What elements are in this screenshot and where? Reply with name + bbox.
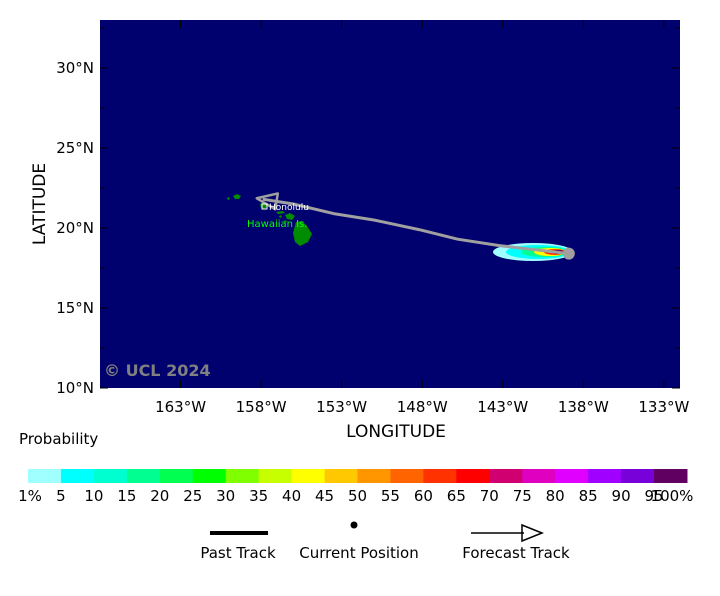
lon-tick-label: 138°W	[558, 398, 609, 416]
island-lanai	[279, 215, 282, 218]
colorbar-label: 45	[315, 487, 334, 505]
axis-ticks: 163°W 158°W 153°W 148°W 143°W 138°W 133°W 30°N 2…	[56, 20, 690, 416]
x-axis-title: LONGITUDE	[346, 422, 446, 442]
colorbar-swatch	[28, 469, 62, 483]
colorbar-label: 5	[56, 487, 66, 505]
lon-tick-label: 153°W	[316, 398, 367, 416]
colorbar-swatch	[126, 469, 161, 483]
colorbar-label: 85	[579, 487, 598, 505]
track-key-current: Current Position	[299, 521, 419, 562]
island-kauai	[233, 194, 241, 199]
current-position-marker	[562, 247, 575, 260]
current-position-dot-icon	[350, 521, 358, 529]
colorbar-label: 80	[546, 487, 565, 505]
colorbar-swatch	[192, 469, 227, 483]
colorbar-swatch	[159, 469, 194, 483]
colorbar-label: 30	[216, 487, 235, 505]
colorbar-swatch	[654, 469, 687, 483]
forecast-track-line	[262, 197, 570, 256]
honolulu-marker	[261, 203, 268, 210]
forecast-arrow-icon	[521, 523, 545, 543]
colorbar-label: 100%	[651, 487, 694, 505]
colorbar-swatch	[291, 469, 326, 483]
colorbar-label: 90	[612, 487, 631, 505]
lon-tick-label: 163°W	[155, 398, 206, 416]
colorbar-swatch	[522, 469, 556, 483]
lat-tick-label: 15°N	[56, 299, 94, 317]
island-niihau	[227, 197, 230, 200]
colorbar-label: 10	[84, 487, 103, 505]
colorbar-label: 15	[117, 487, 136, 505]
island-molokai	[276, 211, 285, 214]
colorbar-swatch	[324, 469, 358, 483]
copyright-label: © UCL 2024	[104, 361, 211, 380]
past-track-label: Past Track	[200, 544, 276, 562]
colorbar-label: 75	[513, 487, 532, 505]
colorbar-swatch	[423, 469, 457, 483]
colorbar-swatch	[357, 469, 391, 483]
lon-tick-label: 133°W	[638, 398, 689, 416]
lat-tick-label: 30°N	[56, 59, 94, 77]
colorbar-swatch	[93, 469, 128, 483]
colorbar-swatch	[60, 469, 95, 483]
lon-tick-label: 158°W	[236, 398, 287, 416]
current-position-label: Current Position	[299, 544, 419, 562]
track-key-past: Past Track	[200, 531, 276, 562]
colorbar-label: 50	[348, 487, 367, 505]
colorbar-swatch	[588, 469, 622, 483]
lat-tick-label: 25°N	[56, 139, 94, 157]
island-kahoolawe	[284, 220, 287, 223]
colorbar-label: 60	[414, 487, 433, 505]
city-label: Honolulu	[269, 203, 309, 213]
colorbar-swatch	[258, 469, 293, 483]
colorbar-swatch	[489, 469, 523, 483]
colorbar-swatch	[390, 469, 424, 483]
colorbar-label: 95	[645, 487, 664, 505]
lat-tick-label: 20°N	[56, 219, 94, 237]
colorbar-label: 40	[282, 487, 301, 505]
lat-tick-label: 10°N	[56, 379, 94, 397]
forecast-track-label: Forecast Track	[462, 544, 570, 562]
region-label: Hawaiian Is.	[247, 219, 308, 230]
colorbar-swatch	[456, 469, 490, 483]
map-ocean-area	[100, 20, 680, 388]
colorbar-label: 35	[249, 487, 268, 505]
island-hawaii	[293, 221, 312, 246]
colorbar-swatch	[555, 469, 589, 483]
lon-tick-label: 143°W	[477, 398, 528, 416]
island-maui	[285, 213, 295, 220]
colorbar-swatch	[621, 469, 655, 483]
colorbar-label: 70	[480, 487, 499, 505]
colorbar-label: 25	[183, 487, 202, 505]
probability-colorbar: 1% 5 10 15 20 25 30 35 40 45 50 55 60 65 70 75 80 85 90 951…	[18, 469, 693, 505]
colorbar-label: 1%	[18, 487, 42, 505]
colorbar-swatch	[225, 469, 260, 483]
colorbar-label: 55	[381, 487, 400, 505]
track-key-forecast: Forecast Track	[462, 523, 570, 562]
legend-title: Probability	[19, 430, 98, 448]
colorbar-label: 65	[447, 487, 466, 505]
colorbar-label: 20	[150, 487, 169, 505]
lon-tick-label: 148°W	[397, 398, 448, 416]
y-axis-title: LATITUDE	[30, 163, 50, 245]
